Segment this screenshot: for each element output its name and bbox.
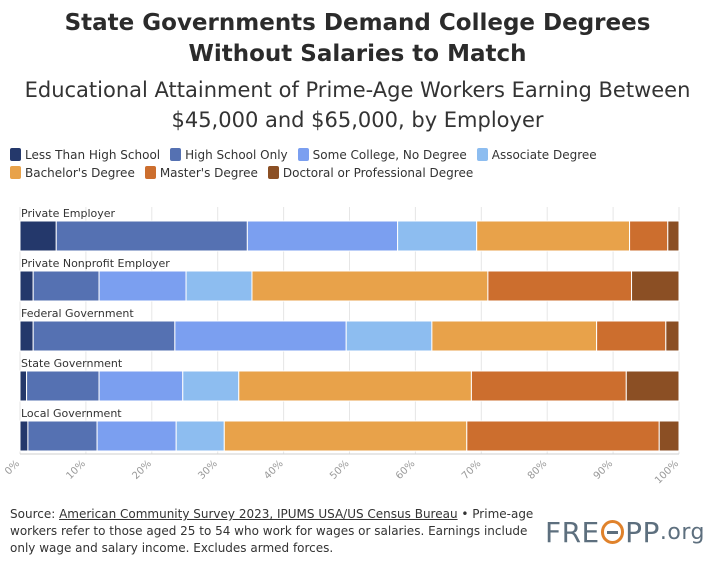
bar-segment: Less Than High School: 2% (19, 320, 34, 352)
legend-label: High School Only (185, 147, 288, 162)
category-label: Federal Government (21, 307, 134, 320)
bar-segment: Less Than High School: 2% (19, 270, 34, 302)
legend-label: Associate Degree (491, 147, 597, 162)
legend-label: Less Than High School (25, 147, 161, 162)
legend-item: Associate Degree (476, 147, 597, 162)
legend-swatch (476, 148, 488, 161)
legend: Less Than High School High School Only Som… (10, 147, 610, 180)
bar-segment: High School Only: 29% (55, 220, 248, 252)
legend-item: Less Than High School (10, 147, 160, 162)
x-tick-label: 70% (460, 458, 484, 482)
legend-label: Bachelor's Degree (25, 165, 135, 180)
bar-segment: Doctoral or Professional Degree: 2% (665, 320, 680, 352)
bar-segment: Some College, No Degree: 13.2% (98, 270, 187, 302)
bar-segment: Bachelor's Degree: 36.8% (223, 420, 468, 452)
bar-segment: High School Only: 11% (26, 370, 100, 402)
category-label: Local Government (21, 407, 122, 420)
x-tick-label: 100% (653, 458, 681, 486)
bar-segment: Less Than High School: 5.5% (19, 220, 57, 252)
logo-o-mark-icon (600, 520, 625, 544)
bar-segment: Doctoral or Professional Degree: 7.2% (631, 270, 680, 302)
bar-segment: Associate Degree: 13% (345, 320, 433, 352)
bar-segment: Some College, No Degree: 26% (174, 320, 347, 352)
footer-note-text: • Prime-age workers refer to those aged … (10, 507, 534, 555)
x-tick-label: 0% (3, 458, 22, 477)
bar-segment: Master's Degree: 10.5% (596, 320, 667, 352)
legend-swatch (170, 148, 182, 161)
bar-segment: Bachelor's Degree: 35.3% (238, 370, 472, 402)
category-label: State Government (21, 357, 123, 370)
bar-segment: High School Only: 10% (32, 270, 100, 302)
bar-segment: Less Than High School: 1.2% (19, 420, 29, 452)
bar-segment: Some College, No Degree: 12.7% (98, 370, 184, 402)
x-tick-label: 60% (394, 458, 418, 482)
chart-title: State Governments Demand College Degrees… (64, 10, 651, 67)
x-tick-label: 10% (65, 458, 89, 482)
legend-swatch (10, 148, 21, 161)
legend-label: Master's Degree (159, 165, 258, 180)
x-tick-label: 30% (196, 458, 220, 482)
bar-segment: Associate Degree: 12% (397, 220, 478, 252)
x-tick-label: 50% (328, 458, 352, 482)
source-prefix: Source: (10, 507, 60, 521)
logo-text-pp: PP (625, 515, 660, 549)
bar-segment: Associate Degree: 7.3% (175, 420, 225, 452)
legend-swatch (144, 166, 156, 179)
bar-segment: Master's Degree: 5.8% (629, 220, 669, 252)
bar-segment: Associate Degree: 8.5% (182, 370, 240, 402)
bar-segment: Bachelor's Degree: 23.2% (476, 220, 631, 252)
bar-segment: Master's Degree: 23.5% (470, 370, 627, 402)
bar-segment: Doctoral or Professional Degree: 3% (658, 420, 680, 452)
bar-segment: High School Only: 10.5% (27, 420, 98, 452)
x-tick-label: 80% (526, 458, 550, 482)
bar-segment: Bachelor's Degree: 25% (431, 320, 598, 352)
legend-label: Doctoral or Professional Degree (282, 165, 474, 180)
bar-segment: Some College, No Degree: 12% (96, 420, 177, 452)
category-label: Private Nonprofit Employer (21, 257, 170, 270)
legend-swatch (267, 166, 279, 179)
bar-segment: Less Than High School: 1% (19, 370, 28, 402)
x-tick-label: 20% (130, 458, 154, 482)
legend-item: Some College, No Degree (297, 147, 467, 162)
bar-segment: Bachelor's Degree: 35.8% (251, 270, 489, 302)
legend-swatch (10, 166, 21, 179)
bar-segment: High School Only: 21.5% (32, 320, 176, 352)
legend-swatch (297, 148, 309, 161)
x-tick-label: 40% (262, 458, 286, 482)
legend-item: Doctoral or Professional Degree (267, 165, 474, 180)
x-tick-label: 90% (592, 458, 616, 482)
legend-item: Master's Degree (144, 165, 258, 180)
freeopp-logo: FRE PP .org (545, 512, 705, 552)
bar-segment: Some College, No Degree: 22.8% (246, 220, 399, 252)
footer-note: Source: American Community Survey 2023, … (10, 506, 540, 557)
chart-subtitle: Educational Attainment of Prime-Age Work… (24, 78, 691, 132)
logo-text-org: .org (659, 519, 705, 545)
legend-item: Bachelor's Degree (10, 165, 135, 180)
bar-segment: Master's Degree: 21.8% (487, 270, 633, 302)
legend-item: High School Only (170, 147, 288, 162)
logo-text-fre: FRE (545, 515, 600, 549)
legend-label: Some College, No Degree (312, 147, 467, 162)
source-link[interactable]: American Community Survey 2023, IPUMS US… (59, 507, 458, 521)
category-label: Private Employer (21, 207, 116, 220)
bar-segment: Doctoral or Professional Degree: 8% (625, 370, 680, 402)
bar-segment: Doctoral or Professional Degree: 1.7% (667, 220, 680, 252)
bar-segment: Master's Degree: 29.2% (466, 420, 660, 452)
bar-segment: Associate Degree: 10% (185, 270, 253, 302)
